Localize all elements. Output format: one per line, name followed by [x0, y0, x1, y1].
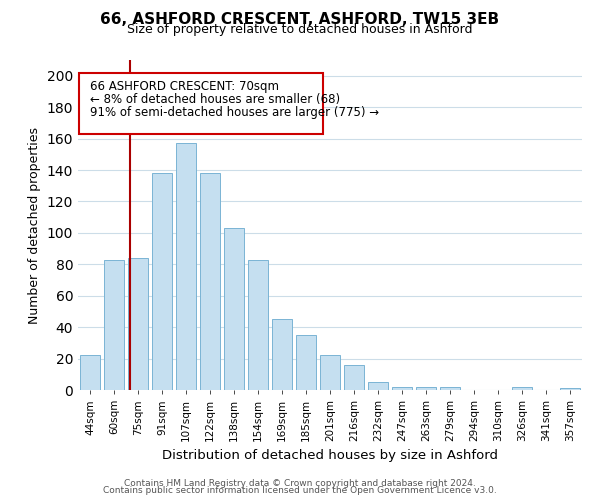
X-axis label: Distribution of detached houses by size in Ashford: Distribution of detached houses by size … [162, 450, 498, 462]
Bar [104, 260, 124, 390]
Text: 91% of semi-detached houses are larger (775) →: 91% of semi-detached houses are larger (… [90, 106, 379, 118]
Bar [440, 387, 460, 390]
Bar [176, 144, 196, 390]
Bar [560, 388, 580, 390]
Bar [152, 173, 172, 390]
Bar [79, 72, 323, 134]
Bar [320, 356, 340, 390]
Bar [344, 365, 364, 390]
Text: ← 8% of detached houses are smaller (68): ← 8% of detached houses are smaller (68) [90, 93, 340, 106]
Bar [512, 387, 532, 390]
Bar [128, 258, 148, 390]
Bar [200, 173, 220, 390]
Bar [80, 356, 100, 390]
Text: Size of property relative to detached houses in Ashford: Size of property relative to detached ho… [127, 22, 473, 36]
Text: 66 ASHFORD CRESCENT: 70sqm: 66 ASHFORD CRESCENT: 70sqm [90, 80, 279, 94]
Text: 66, ASHFORD CRESCENT, ASHFORD, TW15 3EB: 66, ASHFORD CRESCENT, ASHFORD, TW15 3EB [100, 12, 500, 28]
Bar [272, 320, 292, 390]
Bar [224, 228, 244, 390]
Text: Contains public sector information licensed under the Open Government Licence v3: Contains public sector information licen… [103, 486, 497, 495]
Text: Contains HM Land Registry data © Crown copyright and database right 2024.: Contains HM Land Registry data © Crown c… [124, 478, 476, 488]
Bar [296, 335, 316, 390]
Bar [416, 387, 436, 390]
Bar [392, 387, 412, 390]
Bar [368, 382, 388, 390]
Bar [248, 260, 268, 390]
Y-axis label: Number of detached properties: Number of detached properties [28, 126, 41, 324]
